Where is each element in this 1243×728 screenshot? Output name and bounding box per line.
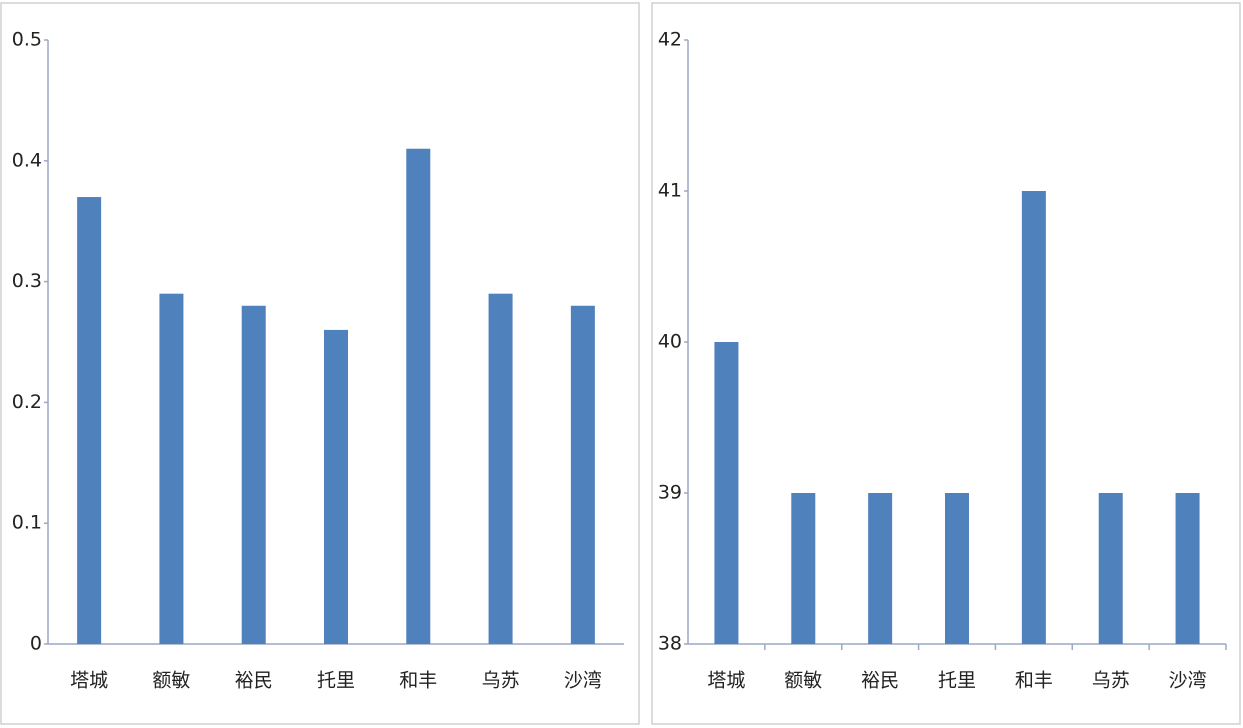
x-tick-label: 乌苏 bbox=[1092, 670, 1130, 692]
y-tick-label: 42 bbox=[658, 29, 682, 51]
y-tick-label: 0.5 bbox=[12, 29, 42, 51]
bar bbox=[159, 293, 184, 644]
x-tick-label: 额敏 bbox=[152, 670, 190, 692]
y-tick-label: 41 bbox=[658, 180, 682, 202]
x-tick-label: 塔城 bbox=[707, 670, 745, 692]
bar bbox=[241, 305, 266, 644]
x-tick-label: 托里 bbox=[938, 670, 976, 692]
x-tick-label: 乌苏 bbox=[482, 670, 520, 692]
bar bbox=[488, 293, 513, 644]
x-tick-label: 托里 bbox=[317, 670, 355, 692]
panel-frame bbox=[0, 2, 640, 725]
bar bbox=[945, 493, 969, 644]
y-tick-label: 0.1 bbox=[12, 512, 42, 534]
bar bbox=[1175, 493, 1200, 644]
x-tick-label: 塔城 bbox=[70, 670, 108, 692]
x-tick-label: 和丰 bbox=[1015, 670, 1053, 692]
y-tick-label: 0.2 bbox=[12, 391, 42, 413]
bar bbox=[77, 197, 102, 645]
y-tick-label: 39 bbox=[658, 482, 682, 504]
bar bbox=[1098, 493, 1123, 644]
panel-frame bbox=[651, 2, 1241, 725]
bar bbox=[324, 329, 348, 644]
bar bbox=[868, 493, 893, 644]
y-tick-label: 0 bbox=[30, 633, 42, 655]
x-tick-label: 裕民 bbox=[235, 670, 273, 692]
x-tick-label: 额敏 bbox=[784, 670, 822, 692]
bar bbox=[791, 493, 816, 644]
y-tick-label: 0.3 bbox=[12, 270, 42, 292]
bar bbox=[714, 342, 739, 644]
bar bbox=[406, 148, 431, 644]
bar bbox=[570, 305, 595, 644]
y-tick-label: 0.4 bbox=[12, 149, 42, 171]
x-tick-label: 沙湾 bbox=[1169, 670, 1207, 692]
y-tick-label: 40 bbox=[658, 331, 682, 353]
x-tick-label: 裕民 bbox=[861, 670, 899, 692]
bar bbox=[1021, 191, 1046, 644]
y-tick-label: 38 bbox=[658, 633, 682, 655]
x-tick-label: 和丰 bbox=[399, 670, 437, 692]
x-tick-label: 沙湾 bbox=[564, 670, 602, 692]
